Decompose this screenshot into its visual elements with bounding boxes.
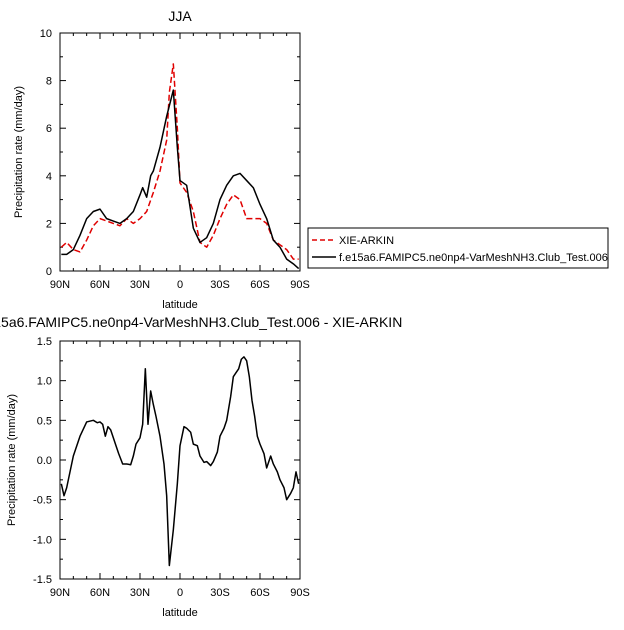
panel1-ytick-label: 6: [46, 123, 52, 135]
panel2-xtick-label: 90S: [290, 587, 310, 599]
panel1-xtick-label: 90S: [290, 279, 310, 291]
panel1-xlabel: latitude: [162, 299, 197, 311]
legend-label-model: f.e15a6.FAMIPC5.ne0np4-VarMeshNH3.Club_T…: [339, 252, 608, 264]
panel1-series-group: [60, 63, 300, 270]
panel1-xtick-label: 30N: [130, 279, 150, 291]
difference-panel: f.e15a6.FAMIPC5.ne0np4-VarMeshNH3.Club_T…: [0, 314, 402, 619]
panel2-ytick-label: 0.0: [37, 455, 52, 467]
panel2-xtick-label: 60N: [90, 587, 110, 599]
legend: XIE-ARKIN f.e15a6.FAMIPC5.ne0np4-VarMesh…: [307, 227, 609, 269]
panel2-ytick-label: -1.0: [33, 534, 52, 546]
panel2-xtick-label: 60S: [250, 587, 270, 599]
panel2-xtick-label: 30S: [210, 587, 230, 599]
panel1-xtick-label: 60N: [90, 279, 110, 291]
panel2-ytick-label: 1.0: [37, 376, 52, 388]
panel1-series-0: [60, 63, 299, 260]
legend-label-xie-arkin: XIE-ARKIN: [339, 235, 394, 247]
panel1-ytick-label: 10: [40, 28, 52, 40]
panel1-xtick-label: 30S: [210, 279, 230, 291]
panel1-frame: [59, 32, 301, 272]
panel2-ticks: 90N 60N 30N 0 30S 60S 90S -1.5 -1.0 -0.5 0.0 0.5 1.0…: [33, 336, 310, 599]
panel2-xtick-label: 0: [177, 587, 183, 599]
panel1-xtick-label: 60S: [250, 279, 270, 291]
panel1-ticks: 90N 60N 30N 0 30S 60S 90S 0 2 4 6 8 10: [40, 28, 310, 291]
panel2-xtick-label: 30N: [130, 587, 150, 599]
panel2-xtick-label: 90N: [50, 587, 70, 599]
panel2-ytick-label: -0.5: [33, 495, 52, 507]
panel1-xtick-label: 90N: [50, 279, 70, 291]
panel1-xtick-label: 0: [177, 279, 183, 291]
panel2-ytick-label: 1.5: [37, 336, 52, 348]
panel1-ytick-label: 8: [46, 76, 52, 88]
panel2-title: f.e15a6.FAMIPC5.ne0np4-VarMeshNH3.Club_T…: [0, 314, 402, 330]
panel2-frame: [59, 340, 301, 580]
panel2-ylabel: Precipitation rate (mm/day): [6, 394, 18, 526]
panel1-ytick-label: 4: [46, 171, 52, 183]
panel2-xlabel: latitude: [162, 607, 197, 619]
panel2-series-group: [60, 356, 300, 567]
panel1-series-1: [61, 89, 300, 270]
panel1-ytick-label: 0: [46, 266, 52, 278]
panel1-ytick-label: 2: [46, 218, 52, 230]
panel2-ytick-label: -1.5: [33, 574, 52, 586]
panel2-series-0: [60, 356, 300, 567]
panel2-ytick-label: 0.5: [37, 415, 52, 427]
legend-box: [307, 227, 609, 269]
panel1-title: JJA: [168, 8, 192, 24]
panel1-ylabel: Precipitation rate (mm/day): [13, 86, 25, 218]
